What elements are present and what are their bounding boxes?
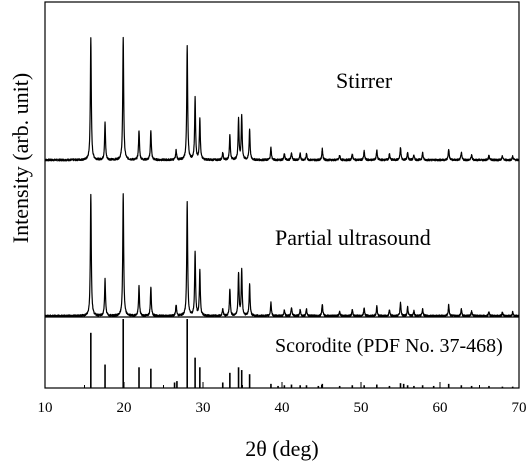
- x-tick-label: 50: [354, 400, 369, 416]
- x-tick-label: 20: [117, 400, 132, 416]
- label-stirrer: Stirrer: [336, 68, 393, 93]
- x-tick-label: 60: [433, 400, 448, 416]
- label-partial-ultrasound: Partial ultrasound: [275, 225, 431, 250]
- pattern-traces: [44, 36, 520, 318]
- plot-frame: [44, 1, 520, 389]
- x-tick-label: 70: [512, 400, 527, 416]
- x-axis-tick-labels: 10 20 30 40 50 60 70: [38, 400, 527, 416]
- x-tick-label: 30: [196, 400, 211, 416]
- x-tick-label: 10: [38, 400, 53, 416]
- y-axis-label: Intensity (arb. unit): [8, 73, 33, 243]
- trace-series-1: [44, 36, 520, 162]
- reference-sticks: [90, 319, 514, 388]
- x-axis-label: 2θ (deg): [245, 436, 318, 461]
- x-tick-label: 40: [275, 400, 290, 416]
- label-scorodite-reference: Scorodite (PDF No. 37-468): [275, 335, 503, 357]
- trace-series-2: [44, 193, 520, 318]
